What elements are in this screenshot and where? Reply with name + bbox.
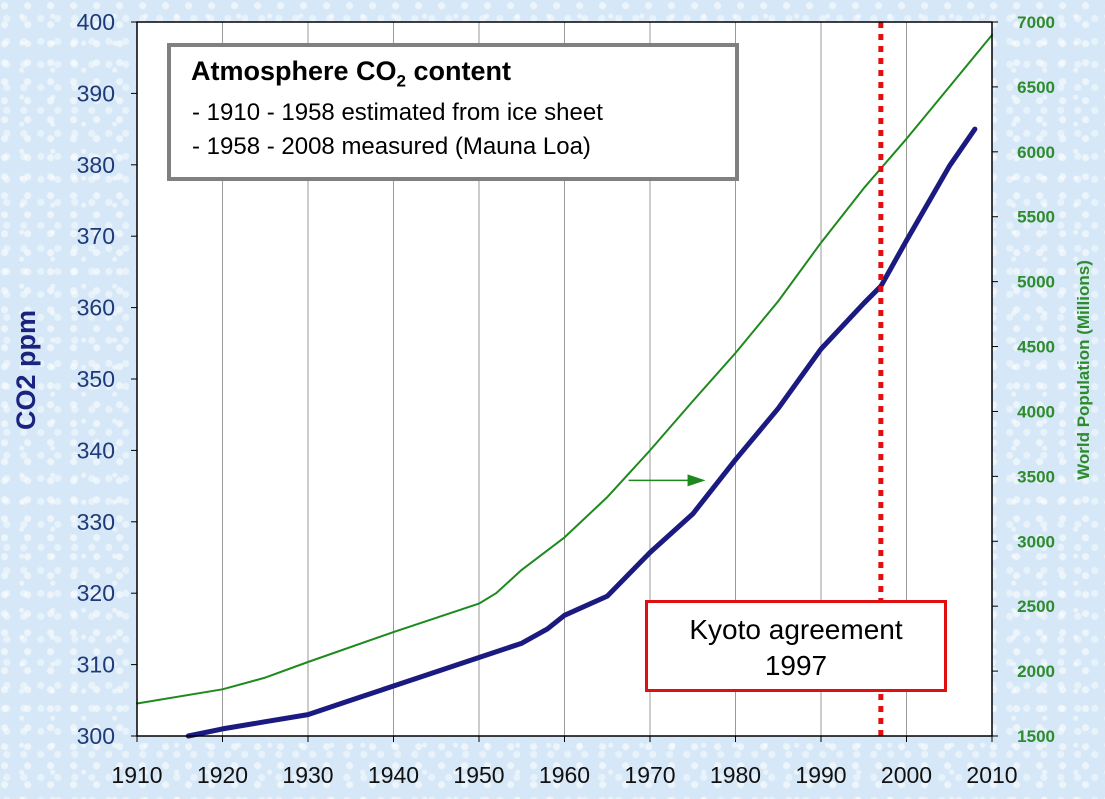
plot-frame [136,21,993,737]
y-right-tick-label: 3500 [1017,467,1055,486]
y-right-tick-label: 5000 [1017,273,1055,292]
ticks: 1910 1920 1930 1940 1950 1960 1970 1980 1990 2000… [77,9,1055,788]
x-tick-label: 1980 [710,762,761,788]
kyoto-year: 1997 [764,650,828,681]
y-right-tick-label: 2000 [1017,662,1055,681]
legend-box: Atmosphere CO2 content - 1910 - 1958 est… [167,43,739,181]
x-tick-label: 1960 [539,762,590,788]
y-left-tick-label: 300 [77,723,115,749]
kyoto-annotation: Kyoto agreement 1997 [645,600,947,692]
series-layer [136,22,993,739]
y-right-tick-label: 4000 [1017,402,1055,421]
x-tick-label: 1930 [282,762,333,788]
legend-line-measured: - 1958 - 2008 measured (Mauna Loa) [192,133,591,161]
right-axis-arrow-head [687,474,706,487]
y-right-tick-label: 6000 [1017,143,1055,162]
y-right-tick-label: 1500 [1017,727,1055,746]
y-left-tick-label: 340 [77,437,115,463]
y-left-tick-label: 380 [77,152,115,178]
co2-series-line [185,126,978,739]
y-right-tick-label: 2500 [1017,597,1055,616]
y-left-tick-label: 370 [77,223,115,249]
population-series-line [136,34,993,705]
x-tick-label: 1910 [111,762,162,788]
y-left-tick-label: 310 [77,652,115,678]
y-left-tick-label: 350 [77,366,115,392]
legend-line-estimated: - 1910 - 1958 estimated from ice sheet [192,99,603,127]
y-right-tick-label: 3000 [1017,532,1055,551]
x-tick-label: 2010 [966,762,1017,788]
x-tick-label: 1990 [795,762,846,788]
y-right-tick-label: 4500 [1017,338,1055,357]
x-tick-label: 1950 [453,762,504,788]
x-tick-label: 2000 [881,762,932,788]
y-axis-label-right: World Population (Millions) [1074,260,1093,480]
x-tick-label: 1970 [624,762,675,788]
y-left-tick-label: 360 [77,295,115,321]
y-right-tick-label: 5500 [1017,208,1055,227]
y-left-tick-label: 320 [77,580,115,606]
y-axis-label-left: CO2 ppm [11,310,41,430]
y-right-tick-label: 7000 [1017,13,1055,32]
legend-title: Atmosphere CO2 content [191,56,512,91]
y-left-tick-label: 390 [77,80,115,106]
kyoto-label: Kyoto agreement [689,614,903,645]
y-left-tick-label: 400 [77,9,115,35]
y-left-tick-label: 330 [77,509,115,535]
x-tick-label: 1920 [197,762,248,788]
x-tick-label: 1940 [368,762,419,788]
y-right-tick-label: 6500 [1017,78,1055,97]
